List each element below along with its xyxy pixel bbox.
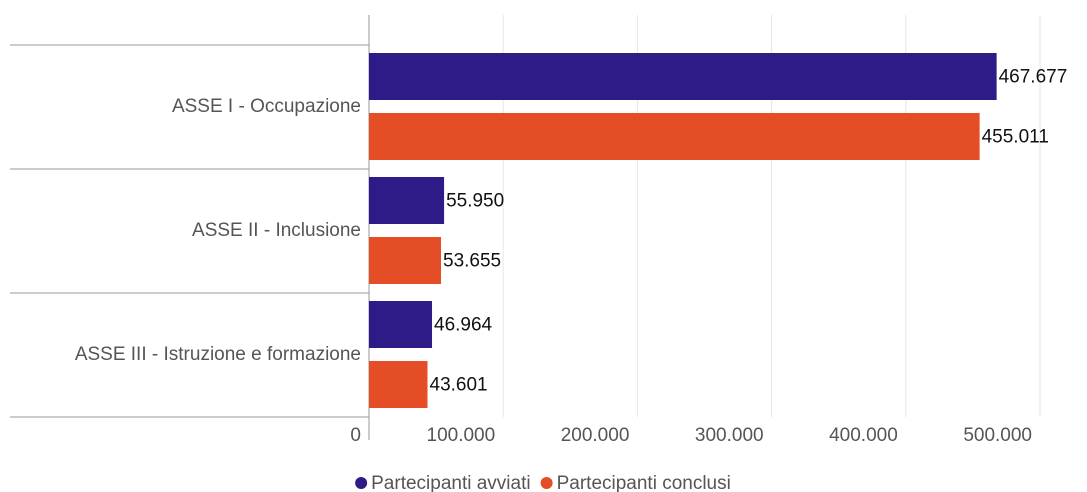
y-tick-label: ASSE I - Occupazione [172,96,361,117]
data-label: 53.655 [443,251,501,272]
bar [369,177,445,224]
x-tick-label: 500.000 [963,425,1032,446]
y-tick-label: ASSE II - Inclusione [192,220,361,241]
x-tick-label: 200.000 [561,425,630,446]
legend-marker [540,477,553,489]
x-tick-label: 100.000 [427,425,496,446]
bar [369,301,433,348]
data-label: 46.964 [434,315,493,336]
data-label: 43.601 [430,375,488,396]
bar [369,113,980,160]
legend-marker [355,477,368,489]
bar [369,53,997,100]
bar [369,361,428,408]
bar [369,237,442,284]
x-tick-label: 0 [350,425,361,446]
legend-label: Partecipanti avviati [371,473,530,492]
data-label: 455.011 [982,127,1049,148]
x-tick-label: 400.000 [829,425,898,446]
legend-label: Partecipanti conclusi [557,473,731,492]
data-label: 55.950 [446,191,504,212]
y-tick-label: ASSE III - Istruzione e formazione [75,344,361,365]
x-tick-label: 300.000 [695,425,764,446]
data-label: 467.677 [999,67,1068,88]
